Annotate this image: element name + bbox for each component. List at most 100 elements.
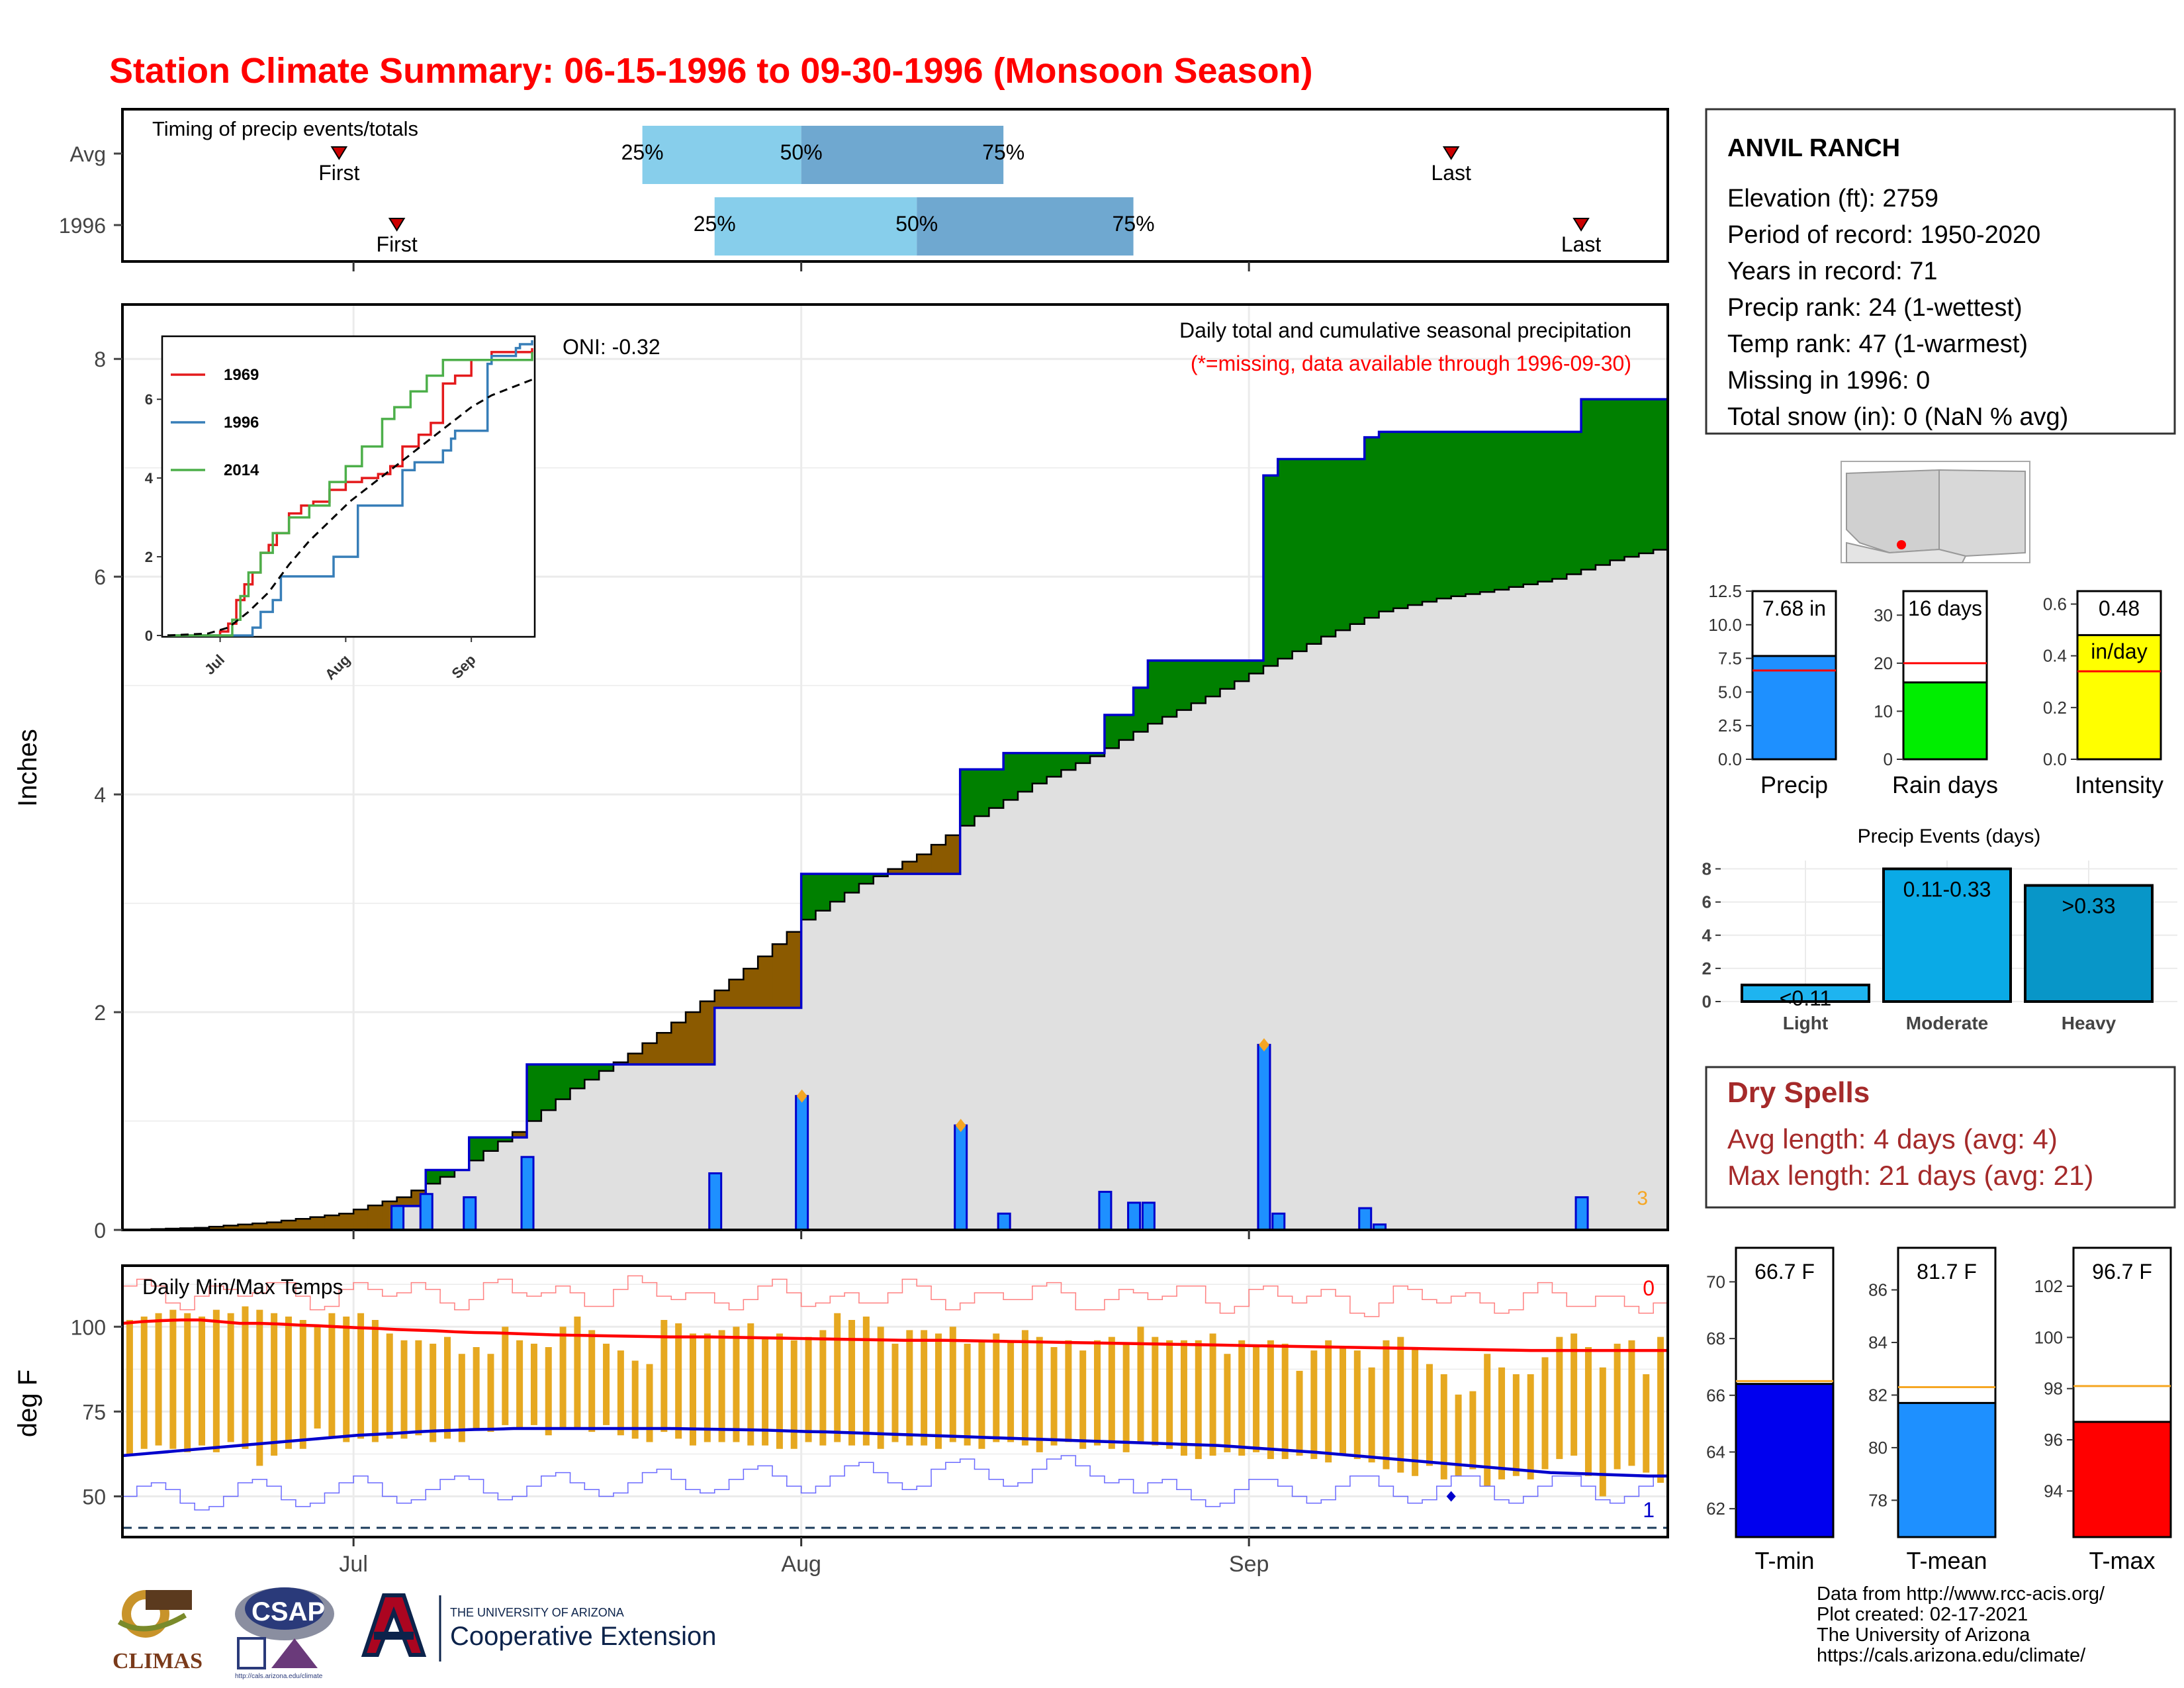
above-average-fill	[1003, 753, 1019, 800]
average-area-fill	[1205, 696, 1221, 1230]
timing-bar-upper	[917, 197, 1134, 256]
precip-y-tick-label: 4	[94, 783, 106, 807]
below-average-fill	[671, 1022, 686, 1065]
mexico-shape	[1846, 541, 1967, 563]
below-average-fill	[339, 1213, 354, 1230]
daily-temp-range-bar	[1122, 1343, 1130, 1452]
oni-label: ONI: -0.32	[563, 335, 660, 359]
daily-temp-range-bar	[862, 1316, 870, 1446]
below-average-fill	[917, 854, 932, 874]
tsum-panel-label: T-mean	[1906, 1547, 1987, 1574]
daily-temp-range-bar	[502, 1327, 509, 1425]
below-average-fill	[743, 968, 758, 1008]
tsum-y-tick-label: 70	[1706, 1272, 1725, 1291]
above-average-fill	[1494, 432, 1510, 590]
average-area-fill	[1393, 608, 1408, 1230]
timing-panel: Timing of precip events/totals Avg 25% 50% 7…	[59, 108, 1669, 271]
average-area-fill	[989, 808, 1004, 1230]
last-marker	[1572, 218, 1590, 232]
daily-precip-bar	[390, 1205, 405, 1231]
inset-y-tick-label: 6	[145, 391, 153, 408]
daily-temp-range-bar	[1137, 1327, 1144, 1442]
below-average-fill	[657, 1033, 672, 1065]
above-average-fill	[1090, 753, 1105, 757]
events-y-tick-label: 4	[1702, 925, 1712, 945]
daily-temp-range-bar	[964, 1343, 971, 1446]
daily-temp-range-bar	[299, 1320, 306, 1449]
daily-temp-range-bar	[458, 1354, 465, 1442]
x-axis-tick-label: Aug	[781, 1552, 821, 1577]
above-average-fill	[1465, 432, 1480, 594]
total-y-tick-label: 12.5	[1708, 581, 1742, 601]
daily-temp-range-bar	[747, 1323, 754, 1446]
total-y-tick-label: 0.0	[1718, 749, 1742, 769]
above-average-fill	[1552, 432, 1567, 579]
daily-temp-range-bar	[487, 1354, 494, 1432]
inset-average-line	[167, 379, 533, 637]
daily-temp-range-bar	[689, 1333, 696, 1446]
x-axis-tick-label: Jul	[339, 1552, 367, 1577]
daily-temp-range-bar	[978, 1340, 985, 1449]
extreme-day-marker	[796, 1089, 807, 1103]
daily-temp-range-bar	[1484, 1354, 1491, 1487]
precip-y-tick-label: 8	[94, 348, 106, 371]
precip-events-panel: Precip Events (days) <0.11 Light 0.11-0.33 M…	[1702, 825, 2177, 1033]
timing-row-label: 1996	[59, 214, 106, 238]
daily-temp-range-bar	[921, 1330, 928, 1446]
tsum-y-tick-label: 96	[2044, 1430, 2063, 1450]
average-area-fill	[1364, 618, 1380, 1230]
daily-temp-range-bar	[675, 1323, 682, 1439]
daily-temp-range-bar	[762, 1336, 769, 1446]
average-area-fill	[584, 1080, 600, 1230]
average-area-fill	[1075, 763, 1091, 1230]
daily-temp-range-bar	[545, 1347, 552, 1436]
daily-temp-range-bar	[430, 1343, 437, 1442]
total-bar	[1751, 655, 1837, 761]
station-info-line: Period of record: 1950-2020	[1727, 221, 2040, 249]
total-panel-label: Rain days	[1892, 771, 1998, 798]
daily-temp-range-bar	[155, 1313, 162, 1446]
seasonal-totals-panel: 7.68 in 0.0 2.5 5.0 7.5 10.0 12.5 Precip 16 days…	[1708, 581, 2163, 798]
daily-temp-range-bar	[1296, 1370, 1303, 1456]
daily-temp-range-bar	[574, 1316, 581, 1429]
daily-precip-bar	[419, 1193, 433, 1231]
above-average-fill	[1653, 399, 1668, 550]
temp-summary-panel: 66.7 F 62 64 66 68 70 T-min 81.7 F 78 80 82 84 86 T-m…	[1706, 1246, 2172, 1574]
above-average-fill	[426, 1170, 441, 1184]
average-area-fill	[671, 1064, 686, 1230]
average-area-fill	[858, 883, 874, 1230]
average-area-fill	[1104, 748, 1120, 1230]
csap-logo: CSAP http://cals.arizona.edu/climate	[235, 1587, 334, 1680]
below-average-fill	[902, 861, 917, 874]
above-average-fill	[1508, 432, 1524, 587]
climas-logo: CLIMAS	[113, 1590, 203, 1673]
daily-temp-range-bar	[776, 1333, 783, 1449]
above-average-fill	[1277, 459, 1293, 659]
above-average-fill	[1148, 660, 1163, 724]
ua-line1: THE UNIVERSITY OF ARIZONA	[450, 1606, 624, 1619]
daily-temp-range-bar	[1614, 1343, 1621, 1470]
above-average-fill	[469, 1137, 484, 1161]
daily-temp-range-bar	[1079, 1350, 1087, 1449]
average-area-fill	[483, 1150, 498, 1230]
below-average-fill	[686, 1012, 701, 1065]
daily-temp-range-bar	[848, 1320, 856, 1446]
daily-precip-bar	[1141, 1201, 1156, 1231]
daily-temp-range-bar	[400, 1340, 408, 1439]
csap-url: http://cals.arizona.edu/climate	[235, 1673, 323, 1680]
below-average-fill	[252, 1223, 267, 1230]
above-average-fill	[801, 874, 816, 920]
above-average-fill	[844, 874, 860, 893]
events-title: Precip Events (days)	[1858, 825, 2041, 847]
tsum-y-tick-label: 68	[1706, 1329, 1725, 1348]
timing-bar-upper	[801, 126, 1004, 184]
precip-missing-note: (*=missing, data available through 1996-…	[1191, 352, 1631, 375]
above-average-fill	[960, 769, 976, 826]
below-average-fill	[281, 1220, 296, 1230]
last-marker	[1442, 146, 1460, 160]
daily-temp-range-bar	[1021, 1330, 1028, 1446]
daily-temp-range-bar	[718, 1330, 725, 1442]
extreme-day-marker	[1258, 1038, 1269, 1052]
above-average-fill	[1422, 432, 1437, 602]
above-average-fill	[1220, 660, 1235, 689]
